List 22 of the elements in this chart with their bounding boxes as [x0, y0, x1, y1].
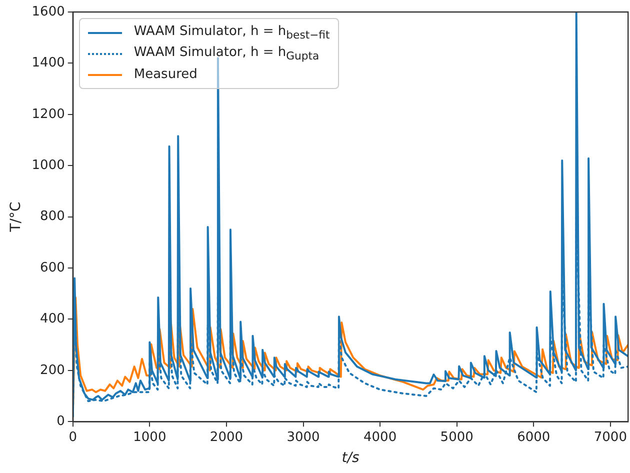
x-tick-label: 4000 — [364, 430, 397, 445]
y-tick-label: 1400 — [32, 56, 65, 71]
y-tick-label: 400 — [40, 312, 65, 327]
y-tick-label: 600 — [40, 260, 65, 276]
legend-label: WAAM Simulator, h = h$_{Gupta}$ — [134, 44, 320, 62]
y-axis-title: T/°C — [8, 202, 24, 233]
y-tick-label: 200 — [40, 362, 65, 378]
y-tick-label: 800 — [40, 209, 65, 224]
x-tick-label: 7000 — [594, 430, 627, 445]
y-tick-label: 1600 — [32, 4, 65, 20]
x-tick-label: 0 — [68, 430, 78, 445]
legend-label: Measured — [134, 67, 198, 82]
x-tick-label: 2000 — [210, 430, 244, 445]
y-tick-label: 1000 — [32, 158, 65, 173]
x-tick-label: 5000 — [440, 430, 474, 445]
y-tick-label: 1200 — [32, 106, 65, 122]
x-tick-label: 3000 — [286, 430, 320, 445]
legend-label: WAAM Simulator, h = h$_{best−fit}$ — [134, 24, 330, 42]
y-tick-label: 0 — [56, 414, 65, 429]
x-tick-label: 1000 — [133, 430, 166, 445]
x-axis-title: t/s — [342, 450, 360, 466]
x-tick-label: 6000 — [517, 430, 550, 445]
